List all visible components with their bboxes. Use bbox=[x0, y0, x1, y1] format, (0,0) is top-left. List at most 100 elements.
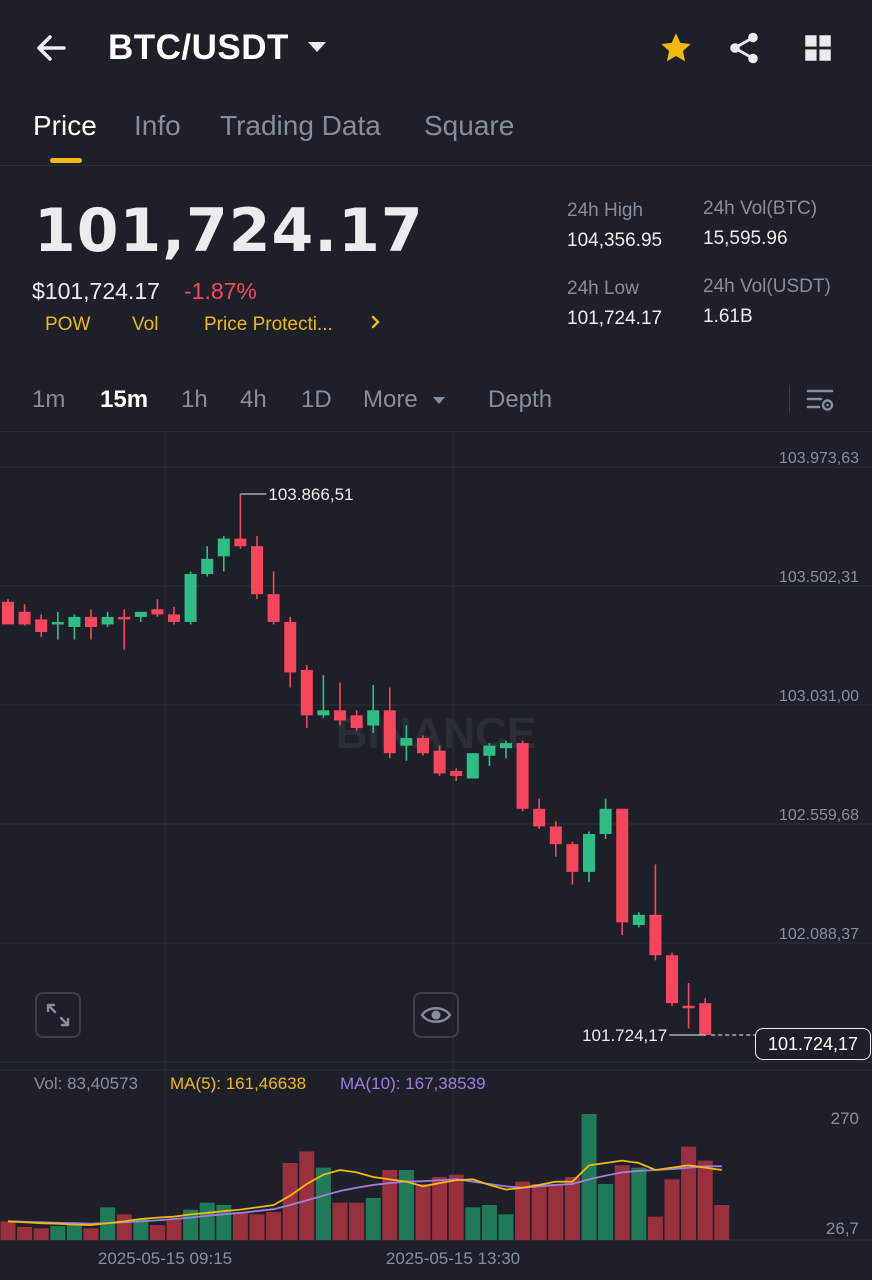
candle-down bbox=[433, 750, 446, 774]
candle-down bbox=[350, 715, 363, 728]
candle-down bbox=[251, 546, 263, 595]
active-tab-indicator bbox=[50, 158, 82, 163]
volume-bar-up bbox=[315, 1167, 331, 1240]
interval-1h[interactable]: 1h bbox=[181, 386, 208, 413]
tab-square[interactable]: Square bbox=[424, 110, 515, 141]
stat-24h-vol-btc-label: 24h Vol(BTC) bbox=[703, 198, 818, 219]
interval-15m[interactable]: 15m bbox=[100, 386, 149, 413]
stat-24h-vol-btc-value: 15,595.96 bbox=[703, 228, 788, 249]
last-price: 101,724.17 bbox=[34, 196, 424, 266]
price-tick-label: 103.031,00 bbox=[779, 688, 859, 705]
candle-down bbox=[533, 808, 546, 827]
stat-24h-high-value: 104,356.95 bbox=[567, 230, 663, 251]
volume-ma-lines bbox=[7, 1159, 722, 1226]
volume-bar-down bbox=[681, 1146, 697, 1240]
candle-up bbox=[134, 611, 147, 617]
candle-up bbox=[51, 621, 64, 625]
chart-grid bbox=[0, 432, 872, 1241]
candles bbox=[2, 494, 712, 1037]
candle-down bbox=[85, 616, 97, 627]
usd-price: $101,724.17 bbox=[32, 278, 160, 304]
candle-down bbox=[699, 1003, 712, 1035]
volume-bar-up bbox=[133, 1219, 149, 1240]
caret-down-icon[interactable] bbox=[432, 394, 446, 406]
interval-4h[interactable]: 4h bbox=[240, 386, 267, 413]
stat-24h-high-label: 24h High bbox=[567, 200, 644, 221]
volume-bar-down bbox=[116, 1214, 132, 1240]
toggle-visibility-button[interactable] bbox=[413, 992, 459, 1038]
volume-bar-down bbox=[17, 1226, 33, 1240]
tab-info[interactable]: Info bbox=[134, 110, 181, 141]
time-axis: 2025-05-15 09:15 2025-05-15 13:30 bbox=[98, 1249, 520, 1268]
back-arrow-icon[interactable] bbox=[32, 28, 72, 68]
grid-icon[interactable] bbox=[798, 28, 838, 68]
candle-down bbox=[118, 616, 131, 620]
candle-up bbox=[599, 808, 612, 835]
time-tick-label: 2025-05-15 13:30 bbox=[386, 1249, 520, 1268]
candle-up bbox=[201, 558, 214, 574]
candle-up bbox=[317, 710, 330, 716]
chart-settings-icon[interactable] bbox=[803, 385, 837, 415]
volume-bar-down bbox=[614, 1165, 630, 1240]
candle-down bbox=[417, 738, 429, 754]
fullscreen-button[interactable] bbox=[35, 992, 81, 1038]
tag-pow[interactable]: POW bbox=[45, 314, 91, 335]
depth-tab[interactable]: Depth bbox=[488, 386, 553, 413]
volume-bar-up bbox=[398, 1170, 414, 1240]
volume-bar-up bbox=[66, 1225, 82, 1240]
share-icon[interactable] bbox=[724, 28, 764, 68]
candle-up bbox=[367, 710, 380, 726]
price-markers: 103.866,51 101.724,17 bbox=[240, 485, 755, 1045]
candle-down bbox=[549, 826, 562, 845]
candlestick-chart[interactable]: BINANCE 103.973,63103.502,31103.031,0010… bbox=[0, 432, 872, 1280]
candle-up bbox=[500, 743, 512, 749]
candle-down bbox=[2, 601, 14, 625]
expand-icon bbox=[46, 1003, 70, 1027]
candle-up bbox=[184, 573, 197, 622]
candle-up bbox=[466, 753, 479, 779]
pair-title[interactable]: BTC/USDT bbox=[108, 28, 289, 67]
candle-down bbox=[516, 743, 529, 809]
volume-bar-up bbox=[481, 1205, 497, 1240]
price-change-percent: -1.87% bbox=[184, 278, 257, 304]
interval-1m[interactable]: 1m bbox=[32, 386, 66, 413]
candle-down bbox=[383, 710, 396, 754]
volume-bar-down bbox=[232, 1212, 248, 1240]
volume-ma5-label: MA(5): 161,46638 bbox=[170, 1074, 307, 1093]
volume-bar-down bbox=[714, 1205, 730, 1240]
stat-24h-vol-usdt-label: 24h Vol(USDT) bbox=[703, 276, 831, 297]
toolbar-separator bbox=[789, 385, 790, 413]
caret-down-icon[interactable] bbox=[306, 36, 328, 58]
candle-up bbox=[400, 738, 413, 746]
candle-down bbox=[234, 538, 247, 547]
low-marker-label: 101.724,17 bbox=[582, 1026, 667, 1045]
price-tick-label: 102.088,37 bbox=[779, 926, 859, 943]
interval-1d[interactable]: 1D bbox=[301, 386, 332, 413]
volume-bar-down bbox=[531, 1184, 547, 1240]
candle-down bbox=[18, 611, 31, 625]
volume-bar-up bbox=[365, 1198, 381, 1240]
volume-bar-down bbox=[332, 1202, 348, 1240]
volume-bars bbox=[0, 1114, 730, 1240]
interval-more[interactable]: More bbox=[363, 386, 418, 413]
candle-down bbox=[267, 594, 280, 622]
candle-down bbox=[450, 770, 463, 776]
tab-price[interactable]: Price bbox=[33, 110, 97, 141]
volume-tick-label: 270 bbox=[831, 1109, 859, 1128]
tabs-divider bbox=[0, 165, 872, 166]
volume-bar-down bbox=[664, 1179, 680, 1240]
candle-down bbox=[284, 621, 297, 673]
star-icon[interactable] bbox=[656, 28, 696, 68]
candle-down bbox=[666, 955, 678, 1004]
volume-bar-down bbox=[448, 1174, 464, 1240]
tag-price-protection[interactable]: Price Protecti... bbox=[204, 314, 333, 335]
candle-up bbox=[101, 616, 114, 625]
tag-vol[interactable]: Vol bbox=[132, 314, 159, 335]
volume-bar-down bbox=[432, 1177, 448, 1240]
candle-down bbox=[682, 1005, 695, 1009]
price-tick-label: 102.559,68 bbox=[779, 807, 859, 824]
chevron-right-icon[interactable] bbox=[368, 312, 384, 332]
tab-trading-data[interactable]: Trading Data bbox=[220, 110, 381, 141]
candle-up bbox=[68, 616, 81, 627]
volume-bar-down bbox=[149, 1225, 165, 1240]
